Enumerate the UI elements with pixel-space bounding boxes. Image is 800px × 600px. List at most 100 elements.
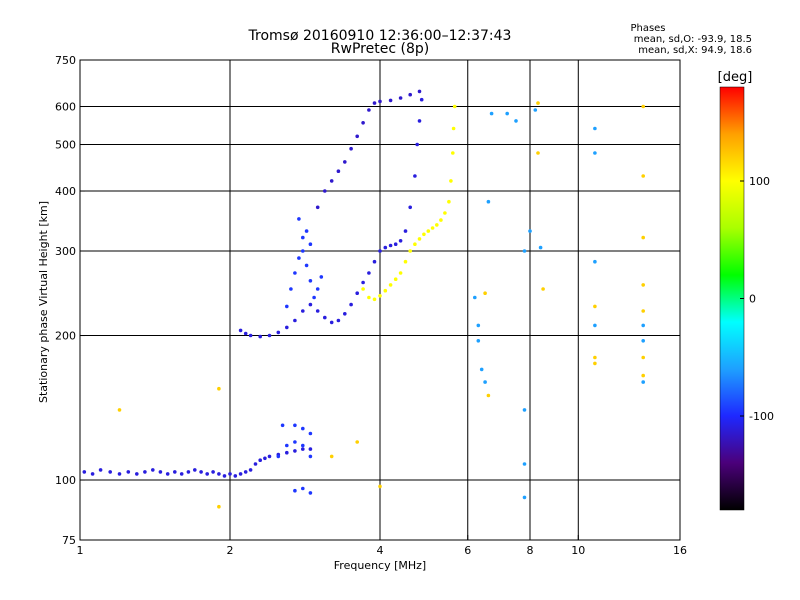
data-point <box>522 495 527 500</box>
data-point <box>217 504 221 509</box>
data-point <box>143 470 147 474</box>
y-tick-label: 600 <box>55 101 76 114</box>
data-point <box>505 111 510 116</box>
colorbar-tick-label: -100 <box>749 410 774 423</box>
data-point <box>388 243 393 248</box>
data-point <box>403 229 408 233</box>
data-point <box>514 119 518 123</box>
data-point <box>98 468 103 472</box>
data-point <box>301 249 305 253</box>
data-point <box>361 287 365 291</box>
data-point <box>426 229 431 233</box>
data-point <box>439 218 443 222</box>
data-point <box>593 323 597 328</box>
data-point <box>403 259 408 264</box>
data-point <box>323 189 327 193</box>
chart-subtitle: RwPretec (8p) <box>331 41 429 57</box>
data-point <box>151 468 155 472</box>
data-point <box>641 309 645 313</box>
data-point <box>308 302 313 307</box>
data-point <box>315 309 320 313</box>
data-point <box>398 239 403 243</box>
axis-ticks: 1 2 4 6 8 10 16 75 100 200 300 400 500 600 750 <box>55 54 687 557</box>
data-point <box>248 468 253 472</box>
data-point <box>361 121 365 125</box>
x-tick-label: 2 <box>227 544 234 557</box>
y-tick-label: 750 <box>55 54 76 67</box>
data-point <box>211 470 215 474</box>
data-point <box>383 288 388 293</box>
data-point <box>538 245 543 250</box>
data-point <box>383 245 388 250</box>
data-point <box>367 295 371 300</box>
data-point <box>258 334 263 339</box>
data-point <box>393 277 398 282</box>
data-point <box>522 249 527 253</box>
data-point <box>641 283 645 287</box>
data-point <box>593 355 597 360</box>
data-point <box>308 431 313 436</box>
data-point <box>186 470 191 474</box>
data-point <box>641 380 645 384</box>
data-point <box>267 333 272 338</box>
data-point <box>293 423 297 428</box>
data-point <box>408 92 413 97</box>
y-tick-label: 100 <box>55 474 76 487</box>
data-point <box>408 249 413 253</box>
x-tick-label: 8 <box>527 544 534 557</box>
data-point <box>451 151 455 155</box>
data-point <box>285 450 289 455</box>
x-tick-label: 16 <box>673 544 687 557</box>
y-axis-label: Stationary phase Virtual Height [km] <box>37 201 50 403</box>
data-point <box>276 454 281 459</box>
data-point <box>367 108 371 112</box>
grid-lines <box>80 60 680 540</box>
data-point <box>126 470 131 474</box>
data-point <box>593 259 597 264</box>
colorbar-label: [deg] <box>718 70 753 85</box>
data-point <box>336 318 341 323</box>
data-point <box>308 454 313 459</box>
data-point <box>312 295 316 300</box>
data-point <box>408 205 413 210</box>
data-point <box>222 474 227 478</box>
data-point <box>593 151 597 155</box>
data-point <box>301 486 305 491</box>
data-point <box>233 474 238 478</box>
data-point <box>435 223 439 227</box>
data-point <box>422 232 426 237</box>
data-point <box>90 472 95 476</box>
data-point <box>329 320 334 325</box>
data-point <box>415 142 420 147</box>
data-point <box>301 447 305 451</box>
x-tick-label: 6 <box>464 544 471 557</box>
data-point <box>476 339 481 343</box>
data-point <box>329 454 334 459</box>
data-point <box>593 304 597 309</box>
data-point <box>349 146 353 151</box>
data-point <box>483 291 487 296</box>
data-point <box>193 468 197 472</box>
data-point <box>253 462 258 466</box>
data-point <box>323 315 327 320</box>
data-point <box>641 339 645 343</box>
data-point <box>304 263 309 268</box>
data-point <box>593 126 597 131</box>
data-point <box>315 205 320 210</box>
data-point <box>641 373 645 378</box>
data-point <box>285 325 289 330</box>
colorbar: 100 0 -100 <box>719 86 774 511</box>
data-point <box>378 294 382 298</box>
data-point <box>593 361 597 366</box>
y-tick-label: 75 <box>62 534 76 547</box>
data-point <box>443 211 447 215</box>
data-point <box>263 456 267 461</box>
data-point <box>419 97 424 102</box>
data-points <box>82 89 645 509</box>
data-point <box>417 237 422 241</box>
data-point <box>173 470 177 474</box>
data-point <box>413 242 417 246</box>
data-point <box>293 440 297 444</box>
data-point <box>319 275 324 279</box>
